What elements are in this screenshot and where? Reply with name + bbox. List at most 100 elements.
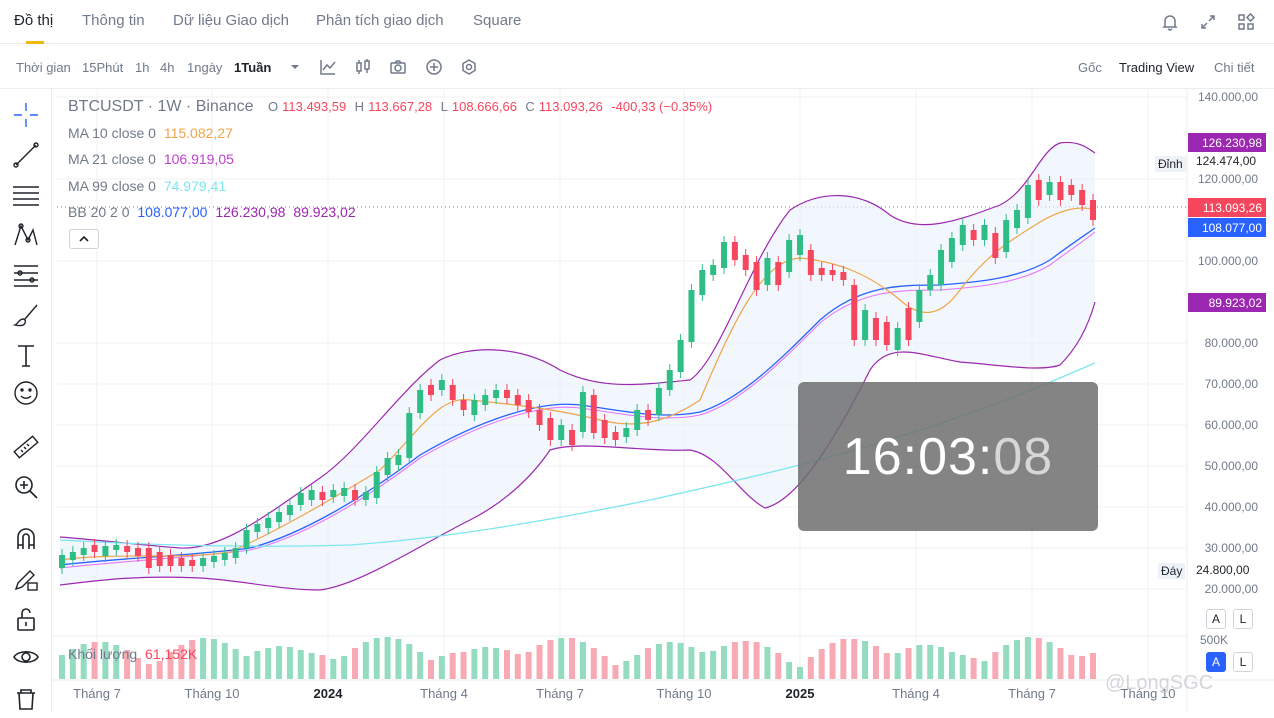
emoji-icon[interactable] [12, 379, 40, 407]
active-tab-indicator [26, 41, 44, 44]
top-navigation: Đồ thị Thông tin Dữ liệu Giao dịch Phân … [0, 0, 1274, 44]
bb-legend: BB 20 2 0 108.077,00 126.230,98 89.923,0… [68, 204, 360, 220]
candle-body [775, 262, 782, 285]
expand-icon[interactable] [1198, 12, 1218, 32]
horizontal-lines-icon[interactable] [12, 181, 40, 209]
volume-bar [1068, 655, 1075, 679]
volume-auto-button[interactable]: A [1206, 652, 1226, 672]
volume-bar [753, 642, 760, 679]
price-tick-label: 120.000,00 [1198, 172, 1258, 186]
volume-bar [471, 649, 478, 679]
watermark: @LongSGC [1105, 672, 1214, 694]
candle-body [862, 310, 869, 340]
interval-1d[interactable]: 1ngày [187, 60, 223, 75]
camera-icon[interactable] [388, 57, 408, 77]
candles-icon[interactable] [353, 57, 373, 77]
volume-bar [666, 642, 673, 679]
layout-grid-icon[interactable] [1236, 12, 1256, 32]
volume-bar [384, 637, 391, 679]
settings-icon[interactable] [459, 57, 479, 77]
view-tradingview[interactable]: Trading View [1119, 60, 1195, 75]
bb-lower-value: 89.923,02 [293, 204, 356, 220]
candle-body [406, 413, 413, 458]
candle-body [590, 395, 597, 433]
ruler-icon[interactable] [12, 433, 40, 461]
interval-1w[interactable]: 1Tuần [234, 60, 272, 75]
open-value: 113.493,59 [282, 99, 347, 114]
auto-scale-button[interactable]: A [1206, 609, 1226, 629]
volume-bar [156, 661, 163, 679]
candle-body [514, 395, 521, 405]
add-indicator-icon[interactable] [424, 57, 444, 77]
collapse-legend-button[interactable] [69, 229, 99, 249]
volume-bar [482, 647, 489, 679]
volume-bar [373, 638, 380, 679]
volume-label: Khối lượng [68, 646, 138, 662]
volume-bar [265, 648, 272, 679]
bell-icon[interactable] [1160, 12, 1180, 32]
volume-bar [319, 655, 326, 679]
time-tick-label: 2025 [786, 686, 815, 701]
brush-icon[interactable] [12, 301, 40, 329]
crosshair-icon[interactable] [12, 101, 40, 129]
volume-bar [905, 648, 912, 679]
volume-tick-label: 500K [1200, 633, 1229, 647]
volume-bar [731, 642, 738, 679]
zoom-in-icon[interactable] [12, 473, 40, 501]
candle-body [938, 250, 945, 285]
interval-15m[interactable]: 15Phút [82, 60, 124, 75]
pencil-lock-icon[interactable] [12, 565, 40, 593]
log-scale-button[interactable]: L [1233, 609, 1253, 629]
volume-bar [69, 649, 76, 679]
eye-icon[interactable] [12, 643, 40, 671]
trend-line-icon[interactable] [12, 141, 40, 169]
tab-square[interactable]: Square [473, 12, 522, 29]
view-depth[interactable]: Chi tiết [1214, 60, 1255, 75]
text-icon[interactable] [12, 341, 40, 369]
chevron-down-icon[interactable] [285, 57, 305, 77]
ma21-label: MA 21 close 0 [68, 151, 156, 167]
volume-bar [981, 661, 988, 679]
candle-body [395, 455, 402, 465]
candle-body [927, 275, 934, 290]
volume-bar [362, 642, 369, 679]
low-marker-value: 24.800,00 [1196, 563, 1250, 577]
volume-bar [916, 645, 923, 679]
candle-body [699, 270, 706, 295]
volume-bar [1057, 648, 1064, 679]
candle-body [666, 370, 673, 390]
unlock-icon[interactable] [12, 605, 40, 633]
magnet-icon[interactable] [12, 525, 40, 553]
change-value: -400,33 (−0.35%) [611, 99, 713, 114]
bollinger-band-fill [60, 142, 1095, 590]
candle-body [959, 225, 966, 245]
tab-info[interactable]: Thông tin [82, 12, 145, 29]
volume-bar [655, 644, 662, 679]
chart-type-icon[interactable] [318, 57, 338, 77]
fib-icon[interactable] [12, 261, 40, 289]
tab-trading-analysis[interactable]: Phân tích giao dịch [316, 12, 444, 29]
volume-bar [721, 646, 728, 679]
bollinger-lower-line [59, 301, 1096, 591]
tab-trading-data[interactable]: Dữ liệu Giao dịch [173, 12, 289, 29]
volume-bar [786, 662, 793, 679]
volume-bar [341, 656, 348, 679]
symbol-title: BTCUSDT · 1W · Binance [68, 98, 254, 115]
candle-body [341, 488, 348, 496]
interval-4h[interactable]: 4h [160, 60, 175, 75]
candle-body [286, 505, 293, 515]
volume-bar [1014, 640, 1021, 679]
interval-1h[interactable]: 1h [135, 60, 150, 75]
trash-icon[interactable] [12, 685, 40, 713]
volume-bar [221, 643, 228, 679]
volume-bar [612, 665, 619, 679]
view-original[interactable]: Gốc [1078, 60, 1102, 75]
volume-log-button[interactable]: L [1233, 652, 1253, 672]
volume-bar [883, 653, 890, 679]
volume-bar [1024, 637, 1031, 679]
volume-legend: Khối lượng 61,152K [68, 646, 197, 662]
candle-body [645, 410, 652, 420]
pattern-icon[interactable] [12, 221, 40, 249]
tab-chart[interactable]: Đồ thị [14, 12, 54, 29]
bb-label: BB 20 2 0 [68, 204, 130, 220]
